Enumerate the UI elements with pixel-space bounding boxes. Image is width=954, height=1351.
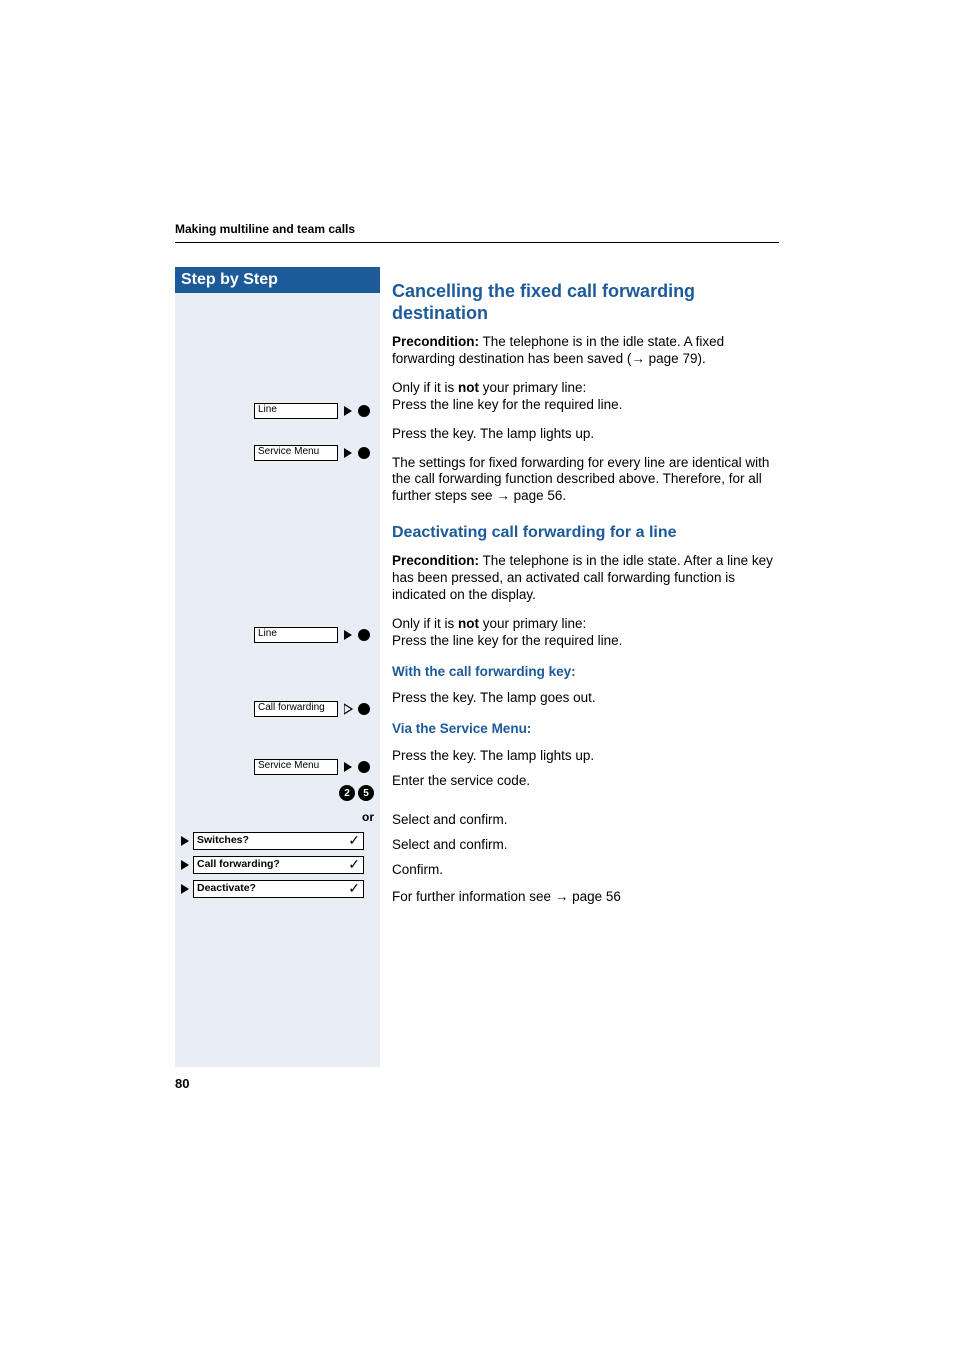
precondition-cancel: Precondition: The telephone is in the id… [392, 334, 779, 368]
key-label: Line [254, 403, 338, 419]
confirm: Confirm. [392, 862, 779, 879]
press-lamp-lights-2: Press the key. The lamp lights up. [392, 748, 779, 765]
triangle-icon [181, 836, 189, 846]
lamp-solid-icon [344, 446, 374, 460]
further-info: For further information see → page 56 [392, 889, 779, 906]
lamp-hollow-icon [344, 702, 374, 716]
subhead-via-menu: Via the Service Menu: [392, 721, 779, 738]
check-icon: ✓ [348, 881, 360, 896]
key-label: Service Menu [254, 759, 338, 775]
subhead-with-key: With the call forwarding key: [392, 664, 779, 681]
running-header: Making multiline and team calls [175, 222, 779, 243]
page: Making multiline and team calls Step by … [0, 0, 954, 1351]
digit-icon: 2 [339, 785, 355, 801]
service-code: 2 5 [175, 783, 380, 803]
display-label: Switches? ✓ [193, 832, 364, 850]
lamp-solid-icon [344, 628, 374, 642]
key-service-menu-1: Service Menu [175, 443, 380, 463]
display-label: Call forwarding? ✓ [193, 856, 364, 874]
sidebar-title: Step by Step [175, 267, 380, 293]
heading-deactivate: Deactivating call forwarding for a line [392, 523, 779, 543]
triangle-icon [181, 884, 189, 894]
content-column: Cancelling the fixed call forwarding des… [380, 267, 779, 1067]
heading-cancel-forwarding: Cancelling the fixed call forwarding des… [392, 281, 779, 324]
display-call-forwarding: Call forwarding? ✓ [175, 855, 380, 875]
key-label: Line [254, 627, 338, 643]
key-line-1: Line [175, 401, 380, 421]
enter-code: Enter the service code. [392, 773, 779, 790]
lamp-solid-icon [344, 760, 374, 774]
display-switches: Switches? ✓ [175, 831, 380, 851]
key-label: Service Menu [254, 445, 338, 461]
check-icon: ✓ [348, 857, 360, 872]
press-lamp-lights-1: Press the key. The lamp lights up. [392, 426, 779, 443]
press-lamp-goes-out: Press the key. The lamp goes out. [392, 690, 779, 707]
display-deactivate: Deactivate? ✓ [175, 879, 380, 899]
precondition-deact: Precondition: The telephone is in the id… [392, 553, 779, 604]
key-service-menu-2: Service Menu [175, 757, 380, 777]
key-label: Call forwarding [254, 701, 338, 717]
key-call-forwarding: Call forwarding [175, 699, 380, 719]
step-sidebar: Step by Step Line Service Menu [175, 267, 380, 1067]
triangle-icon [181, 860, 189, 870]
check-icon: ✓ [348, 833, 360, 848]
select-confirm-1: Select and confirm. [392, 812, 779, 829]
not-primary-line-2: Only if it is not your primary line: Pre… [392, 616, 779, 650]
page-number: 80 [175, 1076, 189, 1091]
not-primary-line-1: Only if it is not your primary line: Pre… [392, 380, 779, 414]
key-line-2: Line [175, 625, 380, 645]
settings-identical: The settings for fixed forwarding for ev… [392, 455, 779, 506]
lamp-solid-icon [344, 404, 374, 418]
digit-icon: 5 [358, 785, 374, 801]
display-label: Deactivate? ✓ [193, 880, 364, 898]
or-separator: or [175, 807, 380, 827]
select-confirm-2: Select and confirm. [392, 837, 779, 854]
